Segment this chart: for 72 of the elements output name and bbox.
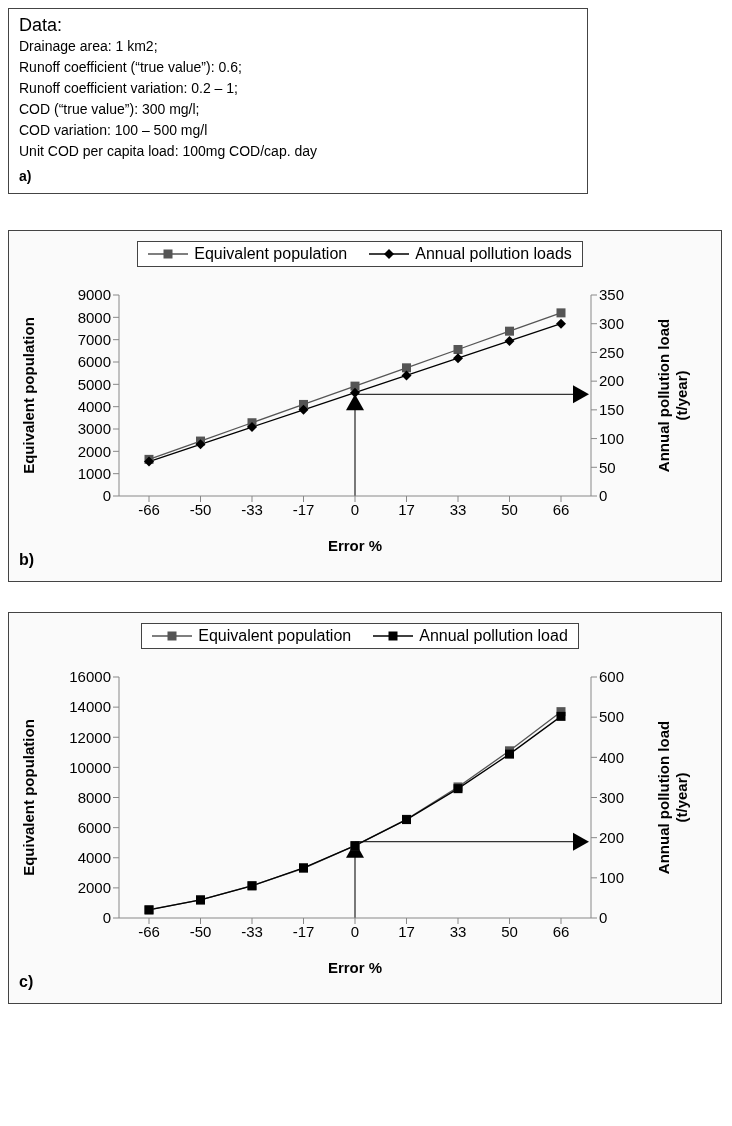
y-tick-label: 9000	[77, 286, 111, 304]
y-tick-label: 0	[102, 909, 111, 927]
x-tick-label: -66	[138, 922, 160, 940]
y2-tick-label: 0	[599, 909, 608, 927]
y2-tick-label: 100	[599, 429, 625, 447]
x-tick-label: 66	[552, 500, 570, 518]
y-axis-title: Equivalent population	[20, 719, 38, 876]
y2-axis-title: Annual pollution load (t/year)	[655, 318, 690, 473]
x-tick-label: 0	[350, 500, 360, 518]
y2-axis-title: Annual pollution load (t/year)	[655, 720, 690, 875]
y-tick-label: 8000	[77, 308, 111, 326]
text: Drainage area: 1 km2;	[19, 37, 159, 56]
y-tick-label: 3000	[77, 420, 111, 438]
x-tick-label: 17	[398, 500, 415, 518]
y-tick-label: 2000	[77, 442, 111, 460]
text: a)	[19, 167, 33, 186]
x-tick-label: 50	[501, 922, 518, 940]
y2-tick-label: 100	[599, 869, 625, 887]
x-tick-label: 33	[449, 500, 467, 518]
text: COD (“true value”): 300 mg/l;	[19, 100, 201, 119]
y2-tick-label: 200	[599, 372, 625, 390]
y-tick-label: 2000	[77, 879, 111, 897]
y2-tick-label: 50	[599, 458, 616, 476]
y2-tick-label: 500	[599, 708, 625, 726]
y-tick-label: 14000	[69, 698, 111, 716]
x-tick-label: 17	[398, 922, 415, 940]
y-tick-label: 7000	[77, 330, 111, 348]
x-tick-label: 50	[501, 500, 518, 518]
y-tick-label: 4000	[77, 849, 111, 867]
y-tick-label: 0	[102, 487, 111, 505]
legend-label: Annual pollution load	[418, 627, 568, 645]
y2-tick-label: 150	[599, 401, 625, 419]
y-tick-label: 16000	[69, 668, 111, 686]
x-tick-label: -66	[138, 500, 160, 518]
x-tick-label: -17	[292, 500, 315, 518]
x-tick-label: 0	[350, 922, 360, 940]
x-tick-label: 33	[449, 922, 467, 940]
text: b)	[19, 551, 35, 569]
y-axis-title: Equivalent population	[20, 317, 38, 474]
text: Runoff coefficient (“true value”): 0.6;	[19, 58, 243, 77]
x-tick-label: -17	[292, 922, 315, 940]
text: c)	[19, 973, 34, 991]
x-tick-label: -50	[189, 922, 212, 940]
y2-tick-label: 300	[599, 788, 625, 806]
y-tick-label: 6000	[77, 353, 111, 371]
y2-tick-label: 300	[599, 315, 625, 333]
y-tick-label: 1000	[77, 464, 111, 482]
legend-label: Equivalent population	[193, 245, 348, 263]
x-axis-title: Error %	[327, 537, 383, 554]
text: COD variation: 100 – 500 mg/l	[19, 121, 209, 140]
x-tick-label: -33	[241, 500, 263, 518]
text: Unit COD per capita load: 100mg COD/cap. day	[19, 142, 319, 161]
y2-tick-label: 600	[599, 668, 625, 686]
x-tick-label: 66	[552, 922, 570, 940]
x-tick-label: -50	[189, 500, 212, 518]
text: Runoff coefficient variation: 0.2 – 1;	[19, 79, 239, 98]
y2-tick-label: 200	[599, 828, 625, 846]
x-axis-title: Error %	[327, 959, 383, 976]
y2-tick-label: 0	[599, 487, 608, 505]
y2-tick-label: 250	[599, 343, 625, 361]
legend-label: Annual pollution loads	[414, 245, 572, 263]
text: Data:	[19, 15, 64, 36]
x-tick-label: -33	[241, 922, 263, 940]
y-tick-label: 4000	[77, 397, 111, 415]
y2-tick-label: 400	[599, 748, 625, 766]
y-tick-label: 5000	[77, 375, 111, 393]
y-tick-label: 8000	[77, 788, 111, 806]
legend-label: Equivalent population	[197, 627, 352, 645]
y-tick-label: 10000	[69, 758, 111, 776]
y2-tick-label: 350	[599, 286, 625, 304]
y-tick-label: 12000	[69, 728, 111, 746]
y-tick-label: 6000	[77, 818, 111, 836]
